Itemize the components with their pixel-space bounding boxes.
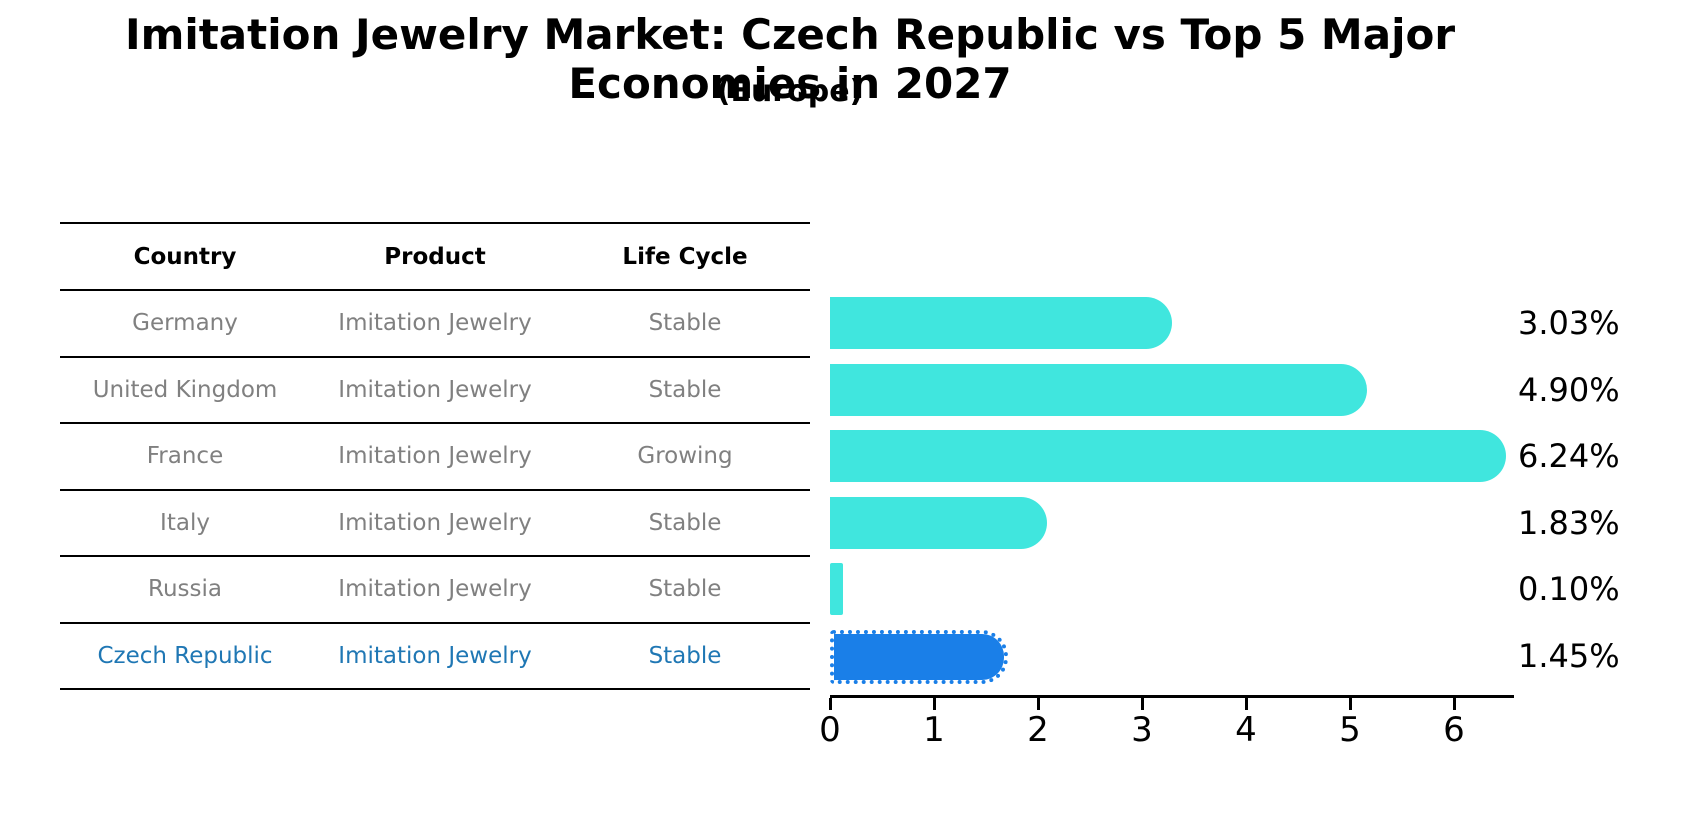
table-cell-product: Imitation Jewelry bbox=[338, 443, 532, 470]
table-rule bbox=[60, 621, 810, 624]
bar bbox=[830, 297, 1173, 350]
table-cell-life-cycle: Stable bbox=[648, 310, 722, 337]
x-tick bbox=[1141, 698, 1144, 710]
table-rule bbox=[60, 488, 810, 491]
table-cell-country: France bbox=[146, 443, 224, 470]
table-rule bbox=[60, 422, 810, 424]
table-cell-life-cycle: Stable bbox=[648, 376, 722, 403]
chart-title: Imitation Jewelry Market: Czech Republic… bbox=[124, 10, 1456, 108]
table-row: Italy Imitation Jewelry Stable bbox=[60, 490, 810, 557]
table-rule bbox=[60, 688, 810, 690]
x-tick-label: 0 bbox=[819, 710, 841, 750]
x-tick bbox=[829, 698, 832, 710]
table-cell-country: United Kingdom bbox=[92, 376, 278, 403]
table-row: United Kingdom Imitation Jewelry Stable bbox=[60, 357, 810, 424]
table-row: Germany Imitation Jewelry Stable bbox=[60, 290, 810, 357]
x-tick bbox=[1453, 698, 1456, 710]
table-rule bbox=[60, 555, 810, 557]
value-label: 1.45% bbox=[1518, 636, 1620, 675]
table-cell-product: Imitation Jewelry bbox=[338, 576, 532, 603]
table-cell-life-cycle: Stable bbox=[648, 642, 722, 669]
table-cell-product: Imitation Jewelry bbox=[338, 310, 532, 337]
column-header-country: Country bbox=[133, 243, 237, 270]
value-label: 3.03% bbox=[1518, 304, 1620, 343]
x-tick-label: 3 bbox=[1131, 710, 1153, 750]
table-cell-product: Imitation Jewelry bbox=[338, 376, 532, 403]
x-tick bbox=[1037, 698, 1040, 710]
bar bbox=[830, 563, 844, 616]
table-rule bbox=[60, 355, 810, 358]
value-label: 4.90% bbox=[1518, 370, 1620, 409]
column-header-life-cycle: Life Cycle bbox=[622, 243, 748, 270]
table-cell-country: Germany bbox=[132, 310, 238, 337]
column-header-product: Product bbox=[384, 243, 486, 270]
x-tick-label: 1 bbox=[923, 710, 945, 750]
value-label: 6.24% bbox=[1518, 437, 1620, 476]
bar bbox=[830, 430, 1506, 483]
table-top-rule bbox=[60, 222, 810, 224]
highlight-bar bbox=[830, 629, 1008, 684]
table-row: Czech Republic Imitation Jewelry Stable bbox=[60, 623, 810, 690]
table-cell-product: Imitation Jewelry bbox=[338, 642, 532, 669]
table-rule bbox=[60, 289, 810, 291]
bar bbox=[830, 496, 1048, 549]
x-tick bbox=[933, 698, 936, 710]
x-tick-label: 4 bbox=[1235, 710, 1257, 750]
x-tick bbox=[1349, 698, 1352, 710]
x-tick-label: 5 bbox=[1339, 710, 1361, 750]
table-header-row: Country Product Life Cycle bbox=[60, 223, 810, 290]
value-label: 0.10% bbox=[1518, 570, 1620, 609]
x-tick-label: 6 bbox=[1443, 710, 1465, 750]
bar bbox=[830, 363, 1367, 416]
table-cell-life-cycle: Growing bbox=[637, 443, 733, 470]
chart-subtitle: (Europe) bbox=[716, 74, 864, 109]
x-tick-label: 2 bbox=[1027, 710, 1049, 750]
table-cell-product: Imitation Jewelry bbox=[338, 509, 532, 536]
value-label: 1.83% bbox=[1518, 503, 1620, 542]
table-cell-country: Russia bbox=[148, 576, 222, 603]
table-cell-life-cycle: Stable bbox=[648, 576, 722, 603]
table-cell-country: Italy bbox=[160, 509, 210, 536]
table-row: Russia Imitation Jewelry Stable bbox=[60, 556, 810, 623]
x-axis bbox=[830, 695, 1514, 698]
table-cell-country: Czech Republic bbox=[97, 642, 273, 669]
table-row: France Imitation Jewelry Growing bbox=[60, 423, 810, 490]
table-cell-life-cycle: Stable bbox=[648, 509, 722, 536]
x-tick bbox=[1245, 698, 1248, 710]
